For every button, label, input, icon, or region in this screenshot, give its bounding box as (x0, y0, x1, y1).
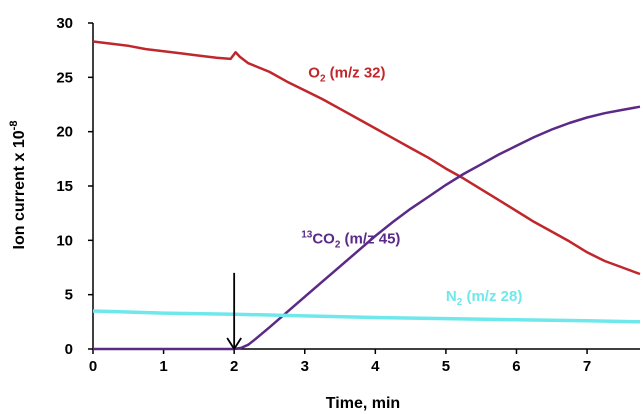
x-tick-label: 3 (301, 358, 309, 375)
x-tick-label: 1 (159, 358, 167, 375)
series-label-main: CO (312, 231, 335, 248)
x-tick-label: 5 (442, 358, 450, 375)
series-line-0 (92, 40, 641, 276)
y-tick-label: 15 (56, 178, 73, 195)
series-label-rest: (m/z 32) (326, 64, 386, 81)
x-tick-label: 4 (371, 358, 380, 375)
annotations (226, 272, 242, 351)
x-tick-label: 0 (89, 358, 97, 375)
y-axis-title-exponent: -8 (8, 121, 20, 131)
series-label-sub: 2 (320, 73, 326, 84)
x-tick-label: 6 (512, 358, 520, 375)
y-axis-title-text: Ion current x 10 (11, 130, 28, 249)
series-line-2 (92, 309, 641, 324)
y-ticks: 0 5 10 15 20 25 30 (56, 15, 93, 358)
series-label-main: N (446, 288, 457, 305)
series-labels: O2 (m/z 32)13CO2 (m/z 45)N2 (m/z 28) (301, 64, 522, 308)
y-tick-label: 10 (56, 232, 73, 249)
series-lines (92, 40, 641, 351)
x-tick-label: 7 (583, 358, 591, 375)
series-label-sup: 13 (301, 230, 313, 241)
series-label-sub: 2 (335, 240, 341, 251)
y-tick-label: 30 (56, 15, 73, 32)
series-label-rest: (m/z 45) (340, 231, 400, 248)
series-label-1: 13CO2 (m/z 45) (301, 230, 400, 251)
series-label-sub: 2 (457, 297, 463, 308)
series-label-0: O2 (m/z 32) (308, 64, 385, 84)
series-label-2: N2 (m/z 28) (446, 288, 522, 308)
x-axis-title: Time, min (326, 395, 400, 412)
y-tick-label: 20 (56, 124, 73, 141)
y-tick-label: 0 (65, 341, 73, 358)
x-ticks: 0 1 2 3 4 5 6 7 (89, 349, 591, 375)
series-line-1 (93, 105, 641, 351)
y-axis-title: Ion current x 10-8 (8, 121, 28, 250)
y-tick-label: 5 (65, 287, 73, 304)
series-label-main: O (308, 64, 320, 81)
series-label-rest: (m/z 28) (462, 288, 522, 305)
arrow-head (226, 337, 242, 351)
y-tick-label: 25 (56, 69, 73, 86)
x-tick-label: 2 (230, 358, 238, 375)
